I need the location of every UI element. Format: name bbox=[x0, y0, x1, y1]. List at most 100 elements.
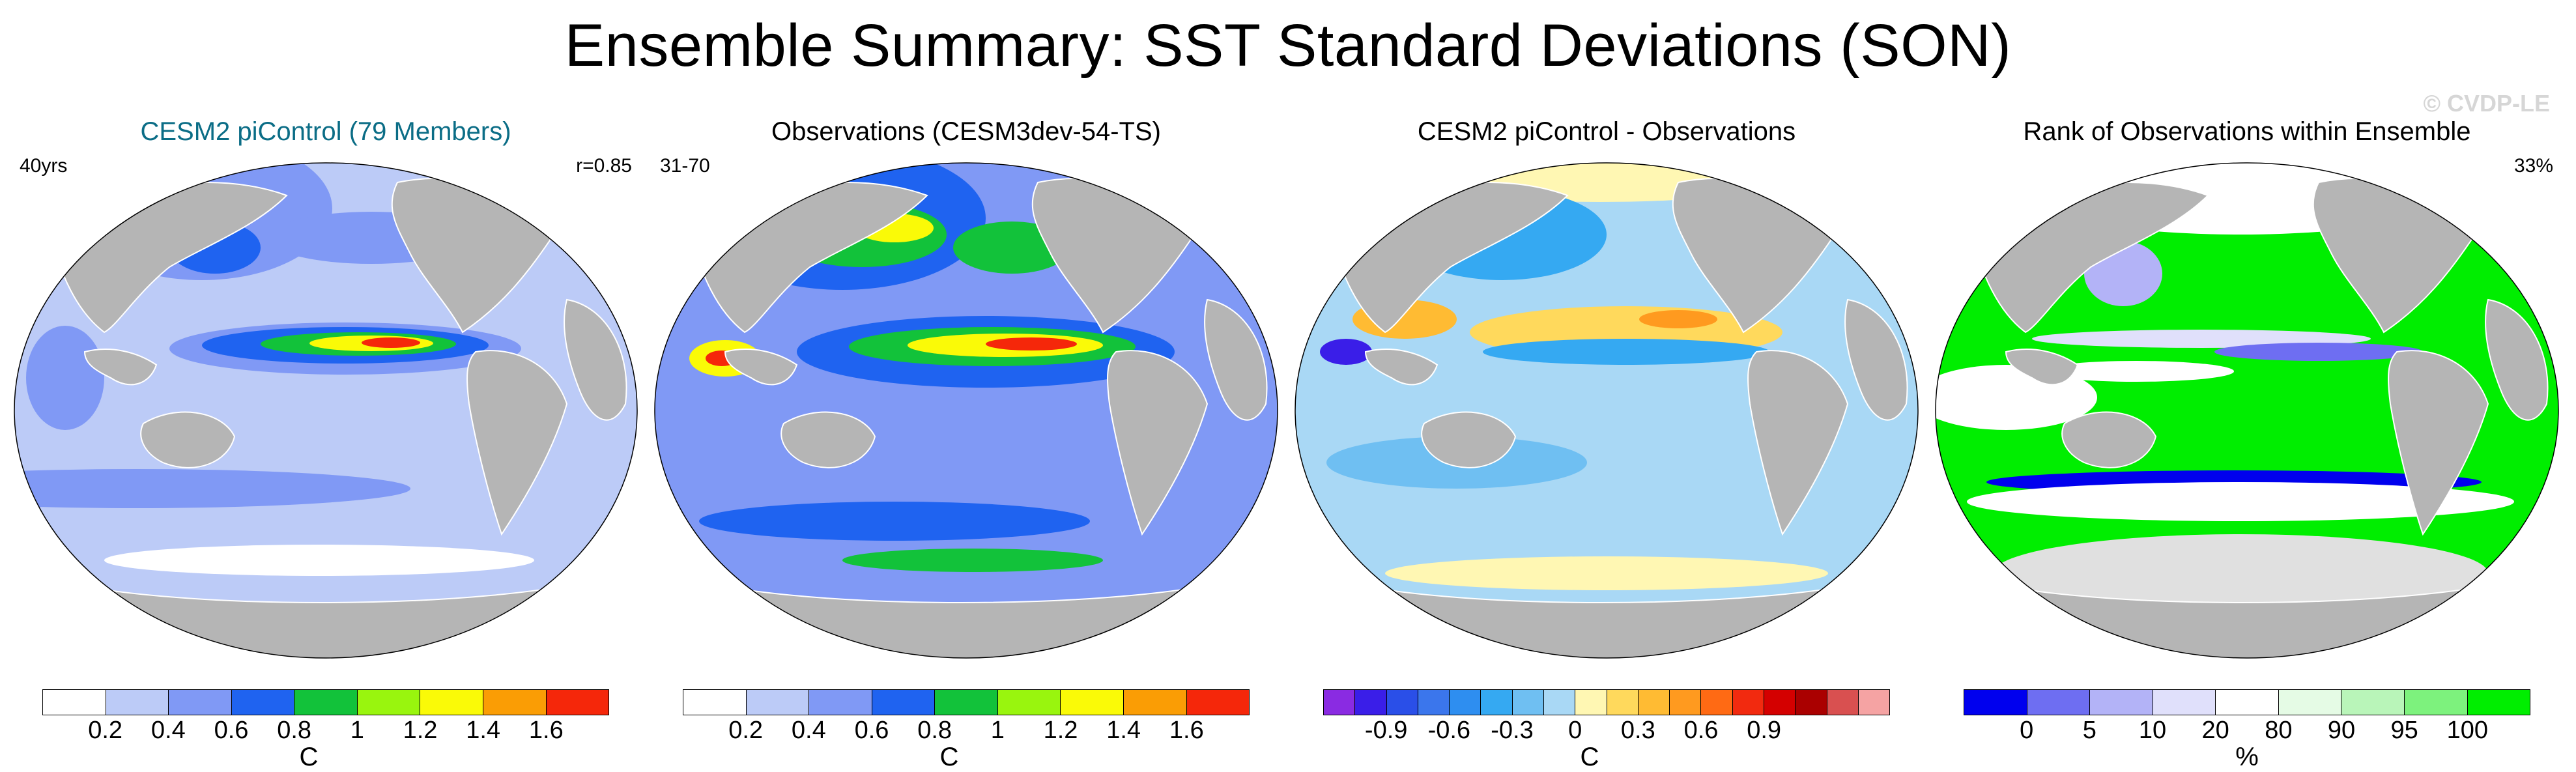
colorbar-tick-label: 95 bbox=[2390, 717, 2418, 744]
colorbar-box bbox=[1858, 689, 1891, 715]
colorbar-tick-label: 1.4 bbox=[466, 717, 501, 744]
continent-maritime bbox=[2005, 349, 2079, 386]
map-observations bbox=[654, 162, 1278, 659]
continent-africa bbox=[564, 298, 627, 421]
panel-right-label: 33% bbox=[2513, 155, 2553, 177]
colorbar-box bbox=[2341, 689, 2405, 715]
colorbar-box bbox=[683, 689, 747, 715]
colorbar-tick-label: 0.8 bbox=[917, 717, 952, 744]
colorbar-box bbox=[1964, 689, 2027, 715]
colorbar bbox=[42, 689, 610, 715]
watermark: © CVDP-LE bbox=[2423, 90, 2550, 117]
figure-title: Ensemble Summary: SST Standard Deviation… bbox=[564, 12, 2012, 79]
map-outline bbox=[14, 162, 638, 659]
colorbar-box bbox=[42, 689, 106, 715]
continent-south-america bbox=[2388, 350, 2489, 536]
colorbar-tick-label: -0.3 bbox=[1491, 717, 1534, 744]
colorbar-tick-label: 1.4 bbox=[1106, 717, 1141, 744]
region-enso-core bbox=[986, 337, 1077, 350]
region-south-pacific bbox=[1548, 469, 1835, 521]
map-outline bbox=[1295, 162, 1919, 659]
colorbar-box bbox=[1670, 689, 1702, 715]
colorbar-box bbox=[1512, 689, 1544, 715]
panel-observations-stddev: Observations (CESM3dev-54-TS) 31-70 0.2 0… bbox=[647, 117, 1285, 771]
region-tropical-white bbox=[2039, 361, 2234, 382]
colorbar-box bbox=[1638, 689, 1670, 715]
colorbar-box bbox=[357, 689, 421, 715]
colorbar-box bbox=[1186, 689, 1250, 715]
region-east-pacific bbox=[1639, 310, 1717, 328]
colorbar-box bbox=[746, 689, 810, 715]
colorbar-box bbox=[2216, 689, 2279, 715]
colorbar-tick-label: 1.2 bbox=[403, 717, 438, 744]
colorbar-box bbox=[1701, 689, 1733, 715]
colorbar-box bbox=[169, 689, 232, 715]
continent-africa bbox=[2485, 298, 2549, 421]
colorbar-box bbox=[546, 689, 610, 715]
colorbar-tick-label: 0 bbox=[1568, 717, 1582, 744]
region-enso-neg bbox=[1483, 339, 1769, 365]
region-antarctic bbox=[1385, 556, 1828, 590]
colorbar bbox=[1964, 689, 2531, 715]
continent-africa bbox=[1844, 298, 1908, 421]
colorbar-box bbox=[231, 689, 295, 715]
colorbar-box bbox=[935, 689, 998, 715]
colorbar-unit: C bbox=[1580, 743, 1599, 771]
colorbar-unit: C bbox=[299, 743, 319, 771]
continent-south-america bbox=[1747, 350, 1849, 536]
colorbar-box bbox=[1061, 689, 1124, 715]
colorbar-tick-label: 0.2 bbox=[88, 717, 123, 744]
colorbar-tick-label: 0.4 bbox=[791, 717, 826, 744]
colorbar-box bbox=[1764, 689, 1796, 715]
map-outline bbox=[1935, 162, 2559, 659]
region-antarctic-low bbox=[104, 545, 534, 576]
colorbar bbox=[683, 689, 1250, 715]
colorbar-box bbox=[420, 689, 483, 715]
colorbar-box bbox=[1355, 689, 1387, 715]
panel-title: Rank of Observations within Ensemble bbox=[2023, 117, 2471, 146]
colorbar-box bbox=[294, 689, 358, 715]
continent-africa bbox=[1204, 298, 1268, 421]
map-model bbox=[14, 162, 638, 659]
colorbar-box bbox=[1123, 689, 1187, 715]
continent-south-america bbox=[466, 350, 568, 536]
continent-australia bbox=[780, 411, 876, 468]
colorbar-tick-label: 80 bbox=[2265, 717, 2293, 744]
continent-australia bbox=[140, 411, 236, 468]
colorbar-box bbox=[1827, 689, 1859, 715]
colorbar-tick-label: 0.8 bbox=[277, 717, 312, 744]
continent-south-america bbox=[1107, 350, 1209, 536]
colorbar-box bbox=[2027, 689, 2091, 715]
map-difference bbox=[1295, 162, 1919, 659]
continent-maritime bbox=[1364, 349, 1438, 386]
colorbar-box bbox=[2153, 689, 2216, 715]
colorbar-tick-label: 1 bbox=[350, 717, 364, 744]
map-field bbox=[1936, 163, 2558, 658]
map-field bbox=[14, 163, 637, 658]
map-field bbox=[655, 163, 1278, 658]
region-southern-white bbox=[1967, 482, 2514, 521]
colorbar-tick-label: 0.3 bbox=[1620, 717, 1655, 744]
colorbar-tick-label: 0.9 bbox=[1747, 717, 1782, 744]
colorbar-box bbox=[2090, 689, 2153, 715]
panel-title: CESM2 piControl (79 Members) bbox=[140, 117, 511, 146]
panel-left-label: 40yrs bbox=[20, 155, 68, 177]
colorbar-box bbox=[1450, 689, 1481, 715]
region-antarctic-grey bbox=[1993, 534, 2488, 612]
colorbar-box bbox=[106, 689, 169, 715]
region-indonesia-neg bbox=[1320, 339, 1372, 365]
colorbar-tick-label: 20 bbox=[2201, 717, 2229, 744]
panel-title: CESM2 piControl - Observations bbox=[1417, 117, 1796, 146]
colorbar-tick-label: -0.6 bbox=[1427, 717, 1471, 744]
colorbar-tick-label: 1.6 bbox=[528, 717, 564, 744]
colorbar-box bbox=[1323, 689, 1356, 715]
region-southern-ocean bbox=[14, 469, 410, 508]
colorbar-box bbox=[809, 689, 872, 715]
map-rank bbox=[1935, 162, 2559, 659]
colorbar bbox=[1323, 689, 1891, 715]
colorbar-box bbox=[1575, 689, 1607, 715]
map-outline bbox=[654, 162, 1278, 659]
colorbar-box bbox=[2404, 689, 2468, 715]
region-enso-peak bbox=[362, 337, 420, 348]
continent-maritime bbox=[83, 349, 158, 386]
